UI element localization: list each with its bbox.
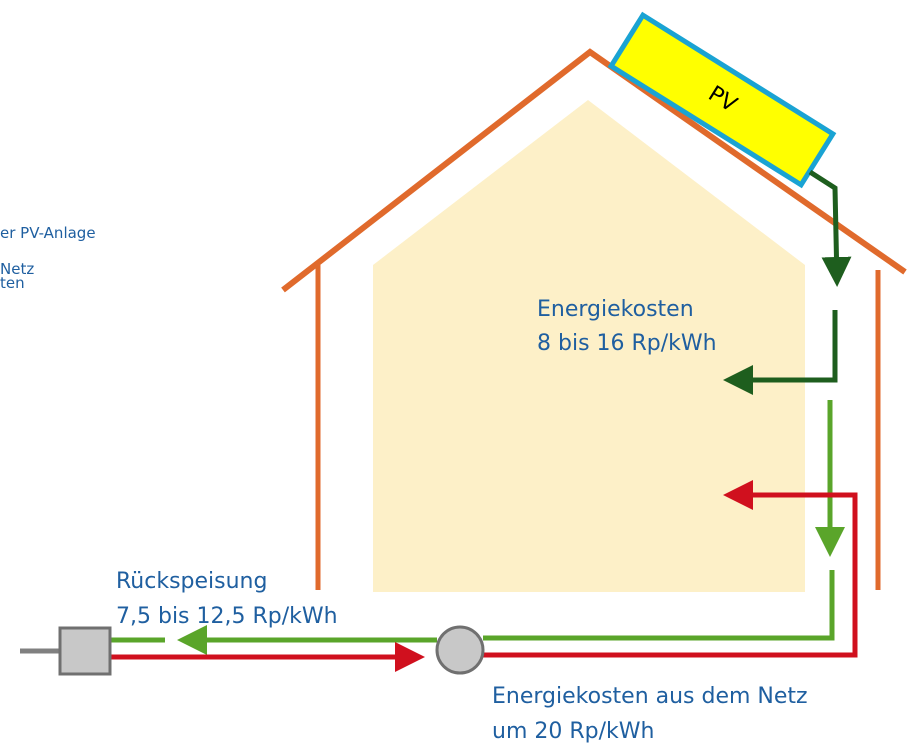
flow-arrow — [810, 172, 837, 282]
own-use-title: Energiekosten — [537, 297, 694, 322]
own-use-price: 8 bis 16 Rp/kWh — [537, 331, 717, 356]
feed-in-price: 7,5 bis 12,5 Rp/kWh — [116, 604, 338, 629]
grid-price: um 20 Rp/kWh — [492, 719, 654, 744]
diagram: PV er PV-Anlage Netz ten Energiekosten 8… — [0, 0, 907, 751]
grid-connection — [60, 628, 110, 674]
legend-text: ten — [0, 274, 25, 292]
feed-in-title: Rückspeisung — [116, 569, 267, 594]
grid-title: Energiekosten aus dem Netz — [492, 684, 808, 709]
legend-text: er PV-Anlage — [0, 224, 96, 242]
meter — [437, 627, 483, 673]
